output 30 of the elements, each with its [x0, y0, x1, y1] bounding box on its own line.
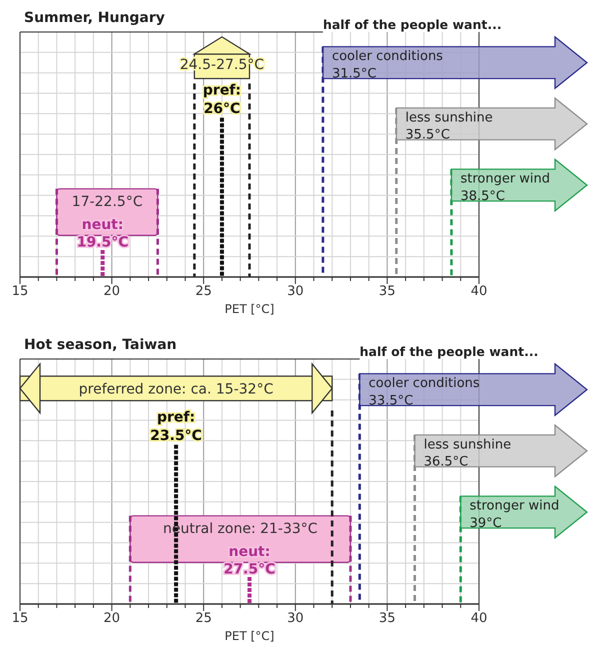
x-tick-label: 15 — [12, 284, 28, 300]
ref-line-label: stronger wind 38.5°C — [460, 172, 550, 204]
x-tick-label: 15 — [12, 611, 28, 626]
annotation: half of the people want... — [322, 17, 502, 32]
ref-line-label: less sunshine 36.5°C — [424, 437, 512, 470]
data-label: 17-22.5°C — [72, 194, 143, 210]
ref-line-label: neut: 27.5°C — [224, 544, 276, 578]
ref-line-label: neut: 19.5°C — [76, 217, 129, 250]
ref-line-label: cooler conditions 33.5°C — [368, 376, 480, 408]
x-tick-label: 25 — [195, 284, 212, 300]
ref-line-label: less sunshine 35.5°C — [405, 110, 493, 143]
x-axis-title: PET [°C] — [224, 629, 274, 643]
x-tick-label: 25 — [195, 611, 212, 626]
ref-line-label: cooler conditions 31.5°C — [332, 49, 444, 82]
ref-line-label: stronger wind 39°C — [470, 498, 560, 531]
x-tick-label: 30 — [287, 284, 304, 300]
x-tick-label: 30 — [287, 611, 304, 626]
x-axis-title: PET [°C] — [224, 302, 274, 316]
annotation: half of the people want... — [360, 344, 538, 359]
chart-title: Summer, Hungary — [24, 10, 165, 26]
chart-title: Hot season, Taiwan — [24, 337, 177, 353]
ref-line-label: pref: 23.5°C — [150, 409, 202, 444]
x-tick-label: 20 — [104, 284, 120, 300]
x-tick-label: 40 — [470, 611, 488, 626]
x-tick-label: 40 — [470, 284, 488, 300]
x-tick-label: 20 — [104, 611, 120, 626]
ref-line-label: pref: 26°C — [202, 82, 242, 117]
data-label: preferred zone: ca. 15-32°C — [78, 381, 274, 398]
x-tick-label: 35 — [378, 284, 396, 300]
x-tick-label: 35 — [378, 611, 396, 626]
